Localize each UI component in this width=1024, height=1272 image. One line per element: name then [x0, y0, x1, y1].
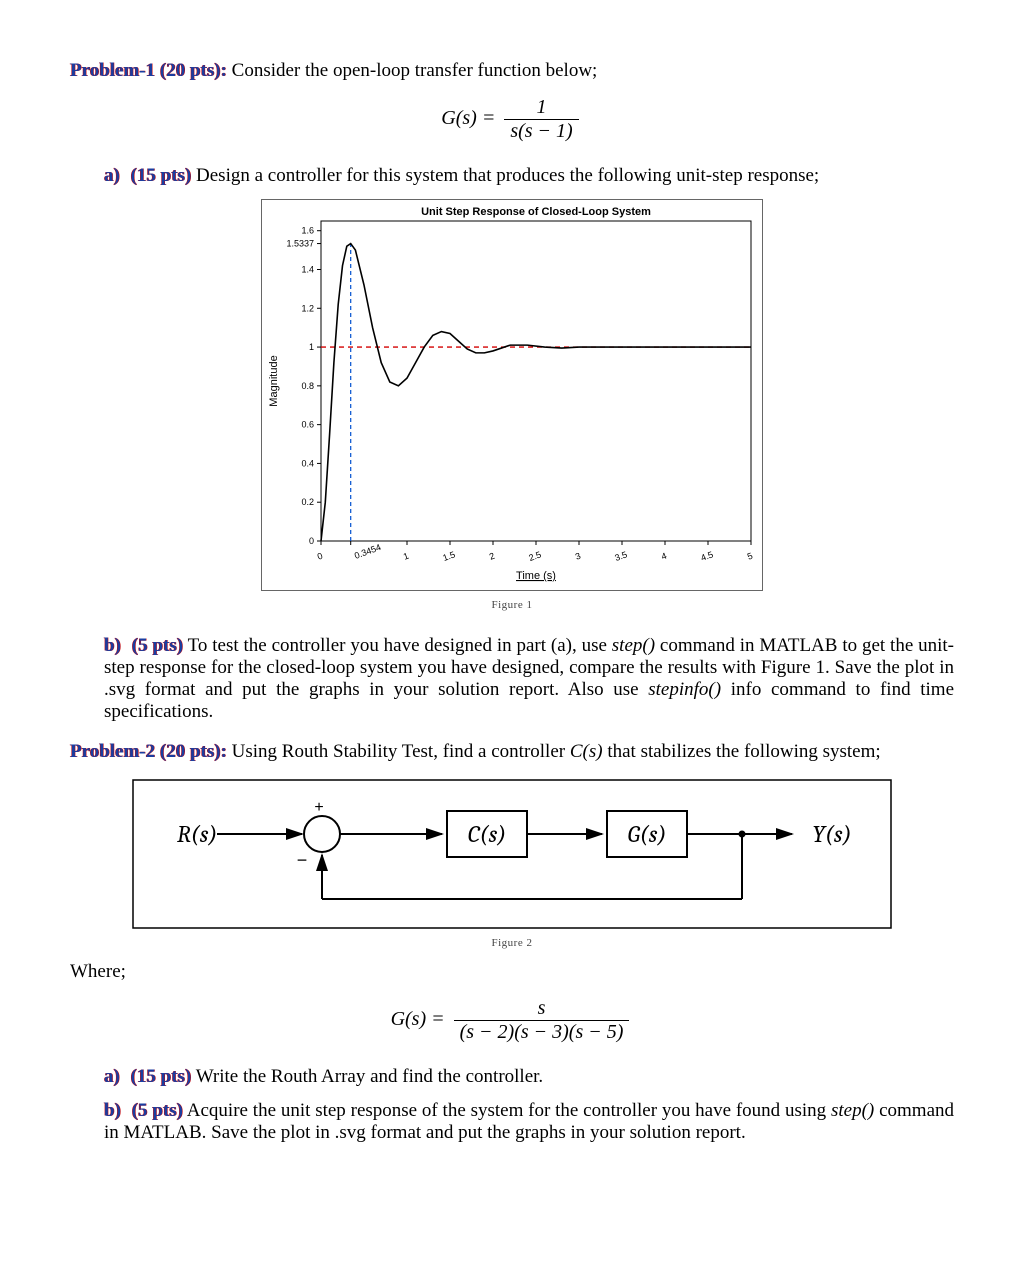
p2b-text-pre: Acquire the unit step response of the sy…	[187, 1100, 831, 1121]
svg-text:0.6: 0.6	[301, 420, 314, 430]
cs-symbol: C(s)	[570, 741, 603, 762]
p1b-text-pre: To test the controller you have designed…	[188, 635, 612, 656]
problem-2-intro-post: that stabilizes the following system;	[607, 741, 880, 762]
block-diagram: R(s) + − C(s) G(s) Y(s)	[132, 779, 892, 929]
p1a-text: Design a controller for this system that…	[196, 165, 819, 186]
problem-2a: a) (15 pts) Write the Routh Array and fi…	[104, 1066, 954, 1088]
step-cmd: step()	[612, 635, 655, 656]
stepinfo-cmd: stepinfo()	[648, 679, 721, 700]
problem-1-intro: Consider the open-loop transfer function…	[232, 60, 598, 81]
svg-text:3: 3	[574, 551, 582, 562]
svg-text:1.4: 1.4	[301, 264, 314, 274]
svg-text:4: 4	[660, 551, 668, 562]
eq2-den: (s − 2)(s − 3)(s − 5)	[454, 1020, 630, 1044]
eq2-num: s	[454, 997, 630, 1020]
eq-den: s(s − 1)	[504, 119, 578, 143]
svg-text:R(s): R(s)	[177, 820, 217, 848]
problem-1a: a) (15 pts) Design a controller for this…	[104, 165, 954, 187]
eq2-lhs: G(s) =	[391, 1008, 450, 1030]
svg-text:3.5: 3.5	[613, 549, 628, 563]
svg-text:5: 5	[746, 551, 754, 562]
eq-lhs: G(s) =	[441, 107, 500, 129]
svg-text:Unit Step Response of Closed-L: Unit Step Response of Closed-Loop System	[421, 206, 651, 218]
svg-text:G(s): G(s)	[628, 820, 667, 848]
svg-text:1.5337: 1.5337	[286, 239, 314, 249]
p2a-label: a)	[104, 1066, 120, 1087]
eq-num: 1	[504, 96, 578, 119]
problem-2-label: Problem-2 (20 pts):	[70, 741, 227, 762]
svg-text:C(s): C(s)	[468, 820, 506, 848]
step-response-chart: Unit Step Response of Closed-Loop System…	[261, 199, 763, 591]
step-cmd-2: step()	[831, 1100, 874, 1121]
svg-text:Time (s): Time (s)	[516, 570, 556, 582]
svg-text:Magnitude: Magnitude	[268, 355, 280, 406]
problem-1-label: Problem-1 (20 pts):	[70, 60, 227, 81]
figure-2-caption: Figure 2	[70, 937, 954, 949]
p2b-label: b)	[104, 1100, 121, 1121]
svg-text:0.8: 0.8	[301, 381, 314, 391]
svg-text:1: 1	[309, 342, 314, 352]
svg-text:1.2: 1.2	[301, 303, 314, 313]
p1a-pts: (15 pts)	[131, 165, 192, 186]
problem-2b: b) (5 pts) Acquire the unit step respons…	[104, 1100, 954, 1144]
svg-text:1: 1	[402, 551, 410, 562]
p2a-pts: (15 pts)	[131, 1066, 192, 1087]
svg-text:Y(s): Y(s)	[812, 820, 851, 848]
problem-2-intro-pre: Using Routh Stability Test, find a contr…	[232, 741, 570, 762]
p2b-pts: (5 pts)	[132, 1100, 183, 1121]
p1b-label: b)	[104, 635, 121, 656]
svg-text:1.5: 1.5	[441, 549, 456, 563]
svg-text:−: −	[297, 850, 308, 870]
where-label: Where;	[70, 961, 954, 983]
svg-text:0.3454: 0.3454	[353, 542, 382, 561]
svg-text:0.4: 0.4	[301, 458, 314, 468]
svg-text:1.6: 1.6	[301, 226, 314, 236]
svg-text:2: 2	[488, 551, 496, 562]
svg-text:0: 0	[316, 551, 324, 562]
problem-2-equation: G(s) = s (s − 2)(s − 3)(s − 5)	[70, 997, 954, 1044]
p1b-pts: (5 pts)	[132, 635, 183, 656]
problem-1-heading: Problem-1 (20 pts): Consider the open-lo…	[70, 60, 954, 82]
svg-text:2.5: 2.5	[527, 549, 542, 563]
svg-text:0.2: 0.2	[301, 497, 314, 507]
figure-1-caption: Figure 1	[70, 599, 954, 611]
svg-text:4.5: 4.5	[699, 549, 714, 563]
svg-text:+: +	[314, 799, 323, 816]
svg-text:0: 0	[309, 536, 314, 546]
p1a-label: a)	[104, 165, 120, 186]
problem-2-heading: Problem-2 (20 pts): Using Routh Stabilit…	[70, 741, 954, 763]
problem-1-equation: G(s) = 1 s(s − 1)	[70, 96, 954, 143]
p2a-text: Write the Routh Array and find the contr…	[196, 1066, 543, 1087]
problem-1b: b) (5 pts) To test the controller you ha…	[104, 635, 954, 723]
